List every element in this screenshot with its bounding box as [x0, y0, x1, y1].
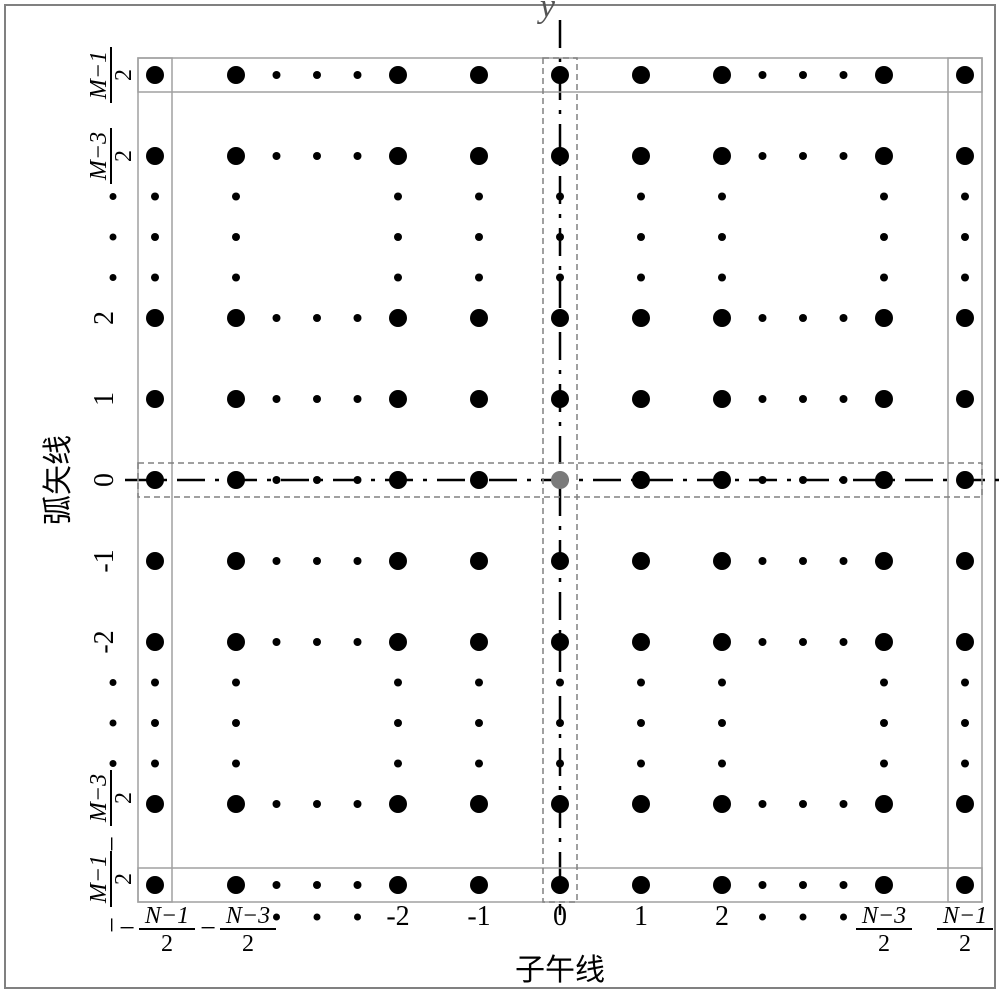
svg-text:2: 2 — [111, 873, 137, 885]
svg-text:弧矢线: 弧矢线 — [42, 435, 75, 525]
svg-text:-2: -2 — [89, 630, 120, 653]
svg-text:N−3: N−3 — [225, 903, 270, 929]
svg-text:-2: -2 — [386, 901, 409, 932]
svg-text:M−1: M−1 — [86, 51, 112, 100]
svg-text:-1: -1 — [89, 549, 120, 572]
diagram-container: xy-2-1012M−12M−32−M−32−M−12弧矢线-2-1012N−1… — [0, 0, 1000, 993]
svg-text:−: − — [119, 913, 135, 944]
svg-text:2: 2 — [89, 311, 120, 325]
svg-text:M−1: M−1 — [86, 855, 112, 904]
svg-text:N−3: N−3 — [861, 903, 906, 929]
svg-text:-1: -1 — [467, 901, 490, 932]
svg-text:1: 1 — [89, 392, 120, 406]
svg-text:2: 2 — [242, 931, 254, 957]
svg-text:M−3: M−3 — [86, 132, 112, 181]
svg-text:2: 2 — [111, 150, 137, 162]
svg-text:M−3: M−3 — [86, 774, 112, 823]
svg-text:2: 2 — [959, 931, 971, 957]
svg-text:2: 2 — [111, 792, 137, 804]
svg-text:−: − — [97, 836, 128, 852]
svg-text:2: 2 — [161, 931, 173, 957]
svg-text:子午线: 子午线 — [515, 954, 605, 987]
svg-text:1: 1 — [634, 901, 648, 932]
svg-text:2: 2 — [111, 69, 137, 81]
svg-text:0: 0 — [89, 473, 120, 487]
diagram-svg: xy-2-1012M−12M−32−M−32−M−12弧矢线-2-1012N−1… — [0, 0, 1000, 993]
svg-text:−: − — [200, 913, 216, 944]
svg-text:y: y — [537, 0, 556, 25]
svg-text:2: 2 — [715, 901, 729, 932]
svg-text:N−1: N−1 — [144, 903, 189, 929]
svg-text:2: 2 — [878, 931, 890, 957]
svg-text:0: 0 — [553, 901, 567, 932]
svg-text:N−1: N−1 — [942, 903, 987, 929]
